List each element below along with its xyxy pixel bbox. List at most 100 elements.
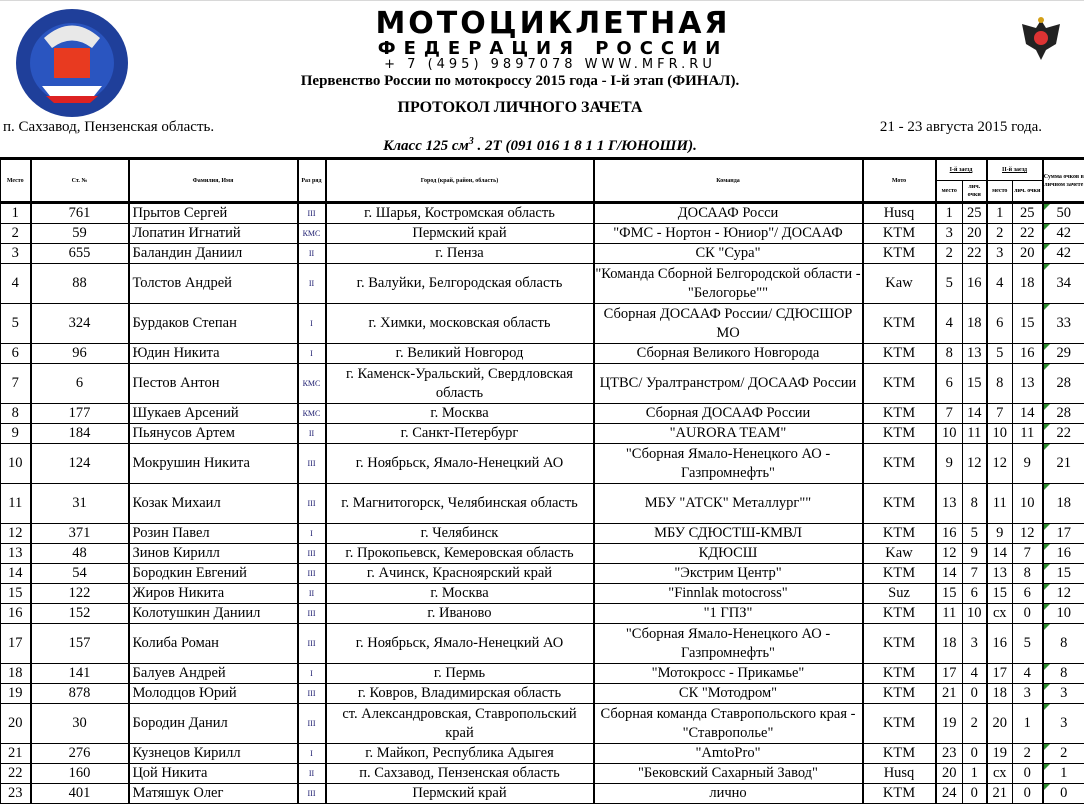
cell-number: 141 <box>31 664 129 684</box>
cell-race1-place: 8 <box>936 344 963 364</box>
cell-race1-points: 11 <box>963 424 987 444</box>
cell-total: 12 <box>1043 584 1084 604</box>
cell-name: Колотушкин Даниил <box>129 604 298 624</box>
cell-rank: III <box>298 544 326 564</box>
cell-race2-points: 14 <box>1013 404 1043 424</box>
cell-name: Бородин Данил <box>129 704 298 744</box>
cell-race2-place: 17 <box>987 664 1013 684</box>
cell-race2-points: 6 <box>1013 584 1043 604</box>
cell-place: 18 <box>1 664 31 684</box>
sheet-top-border <box>0 0 1084 1</box>
col-race2-points: лич. очки <box>1013 181 1043 203</box>
cell-rank: III <box>298 484 326 524</box>
cell-race2-points: 22 <box>1013 224 1043 244</box>
cell-city: Пермский край <box>326 224 594 244</box>
cell-moto: KTM <box>863 484 936 524</box>
cell-city: г. Ачинск, Красноярский край <box>326 564 594 584</box>
cell-race1-place: 24 <box>936 784 963 804</box>
cell-city: г. Ноябрьск, Ямало-Ненецкий АО <box>326 624 594 664</box>
cell-rank: КМС <box>298 224 326 244</box>
cell-team: "Мотокросс - Прикамье" <box>594 664 863 684</box>
cell-name: Кузнецов Кирилл <box>129 744 298 764</box>
cell-city: г. Москва <box>326 404 594 424</box>
col-race1: I-й заезд <box>936 159 987 181</box>
cell-moto: KTM <box>863 784 936 804</box>
cell-place: 7 <box>1 364 31 404</box>
cell-moto: KTM <box>863 444 936 484</box>
col-name: Фамилия, Имя <box>129 159 298 203</box>
cell-race2-place: 7 <box>987 404 1013 424</box>
cell-team: ЦТВС/ Уралтранстром/ ДОСААФ России <box>594 364 863 404</box>
cell-team: лично <box>594 784 863 804</box>
cell-race1-points: 10 <box>963 604 987 624</box>
cell-number: 31 <box>31 484 129 524</box>
cell-number: 124 <box>31 444 129 484</box>
cell-name: Баландин Даниил <box>129 244 298 264</box>
cell-moto: KTM <box>863 424 936 444</box>
cell-place: 4 <box>1 264 31 304</box>
cell-city: г. Ковров, Владимирская область <box>326 684 594 704</box>
cell-rank: III <box>298 444 326 484</box>
cell-name: Пьянусов Артем <box>129 424 298 444</box>
cell-place: 2 <box>1 224 31 244</box>
banner-contacts: + 7 (495) 9897078 WWW.MFR.RU <box>230 58 870 72</box>
cell-race2-points: 11 <box>1013 424 1043 444</box>
col-rank: Раз ряд <box>298 159 326 203</box>
cell-race2-points: 1 <box>1013 704 1043 744</box>
cell-race2-points: 16 <box>1013 344 1043 364</box>
cell-number: 152 <box>31 604 129 624</box>
banner-line-1: МОТОЦИКЛЕТНАЯ <box>233 9 873 39</box>
cell-race1-points: 18 <box>963 304 987 344</box>
cell-rank: КМС <box>298 404 326 424</box>
cell-moto: KTM <box>863 564 936 584</box>
cell-race1-points: 5 <box>963 524 987 544</box>
cell-total: 8 <box>1043 624 1084 664</box>
col-race2: II-й заезд <box>987 159 1043 181</box>
cell-race2-place: 19 <box>987 744 1013 764</box>
cell-city: г. Санкт-Петербург <box>326 424 594 444</box>
cell-name: Бурдаков Степан <box>129 304 298 344</box>
cell-total: 0 <box>1043 784 1084 804</box>
cell-name: Молодцов Юрий <box>129 684 298 704</box>
cell-number: 878 <box>31 684 129 704</box>
cell-place: 1 <box>1 203 31 224</box>
cell-race2-place: 5 <box>987 344 1013 364</box>
cell-number: 6 <box>31 364 129 404</box>
cell-total: 1 <box>1043 764 1084 784</box>
cell-name: Зинов Кирилл <box>129 544 298 564</box>
cell-race1-points: 16 <box>963 264 987 304</box>
cell-moto: KTM <box>863 524 936 544</box>
cell-race1-points: 1 <box>963 764 987 784</box>
cell-number: 48 <box>31 544 129 564</box>
cell-team: Сборная Великого Новгорода <box>594 344 863 364</box>
cell-place: 5 <box>1 304 31 344</box>
cell-total: 28 <box>1043 404 1084 424</box>
cell-city: г. Химки, московская область <box>326 304 594 344</box>
cell-race1-place: 13 <box>936 484 963 524</box>
cell-total: 29 <box>1043 344 1084 364</box>
cell-number: 157 <box>31 624 129 664</box>
cell-race2-points: 3 <box>1013 684 1043 704</box>
cell-total: 28 <box>1043 364 1084 404</box>
cell-team: МБУ СДЮСТШ-КМВЛ <box>594 524 863 544</box>
cell-race1-place: 18 <box>936 624 963 664</box>
cell-rank: I <box>298 664 326 684</box>
cell-moto: KTM <box>863 364 936 404</box>
cell-total: 33 <box>1043 304 1084 344</box>
cell-race2-place: сх <box>987 764 1013 784</box>
cell-total: 17 <box>1043 524 1084 544</box>
cell-race2-place: 16 <box>987 624 1013 664</box>
cell-race1-place: 17 <box>936 664 963 684</box>
cell-race2-place: 21 <box>987 784 1013 804</box>
cell-race1-place: 20 <box>936 764 963 784</box>
cell-total: 22 <box>1043 424 1084 444</box>
col-city: Город (край, район, область) <box>326 159 594 203</box>
cell-race1-points: 7 <box>963 564 987 584</box>
cell-team: Сборная команда Ставропольского края - "… <box>594 704 863 744</box>
